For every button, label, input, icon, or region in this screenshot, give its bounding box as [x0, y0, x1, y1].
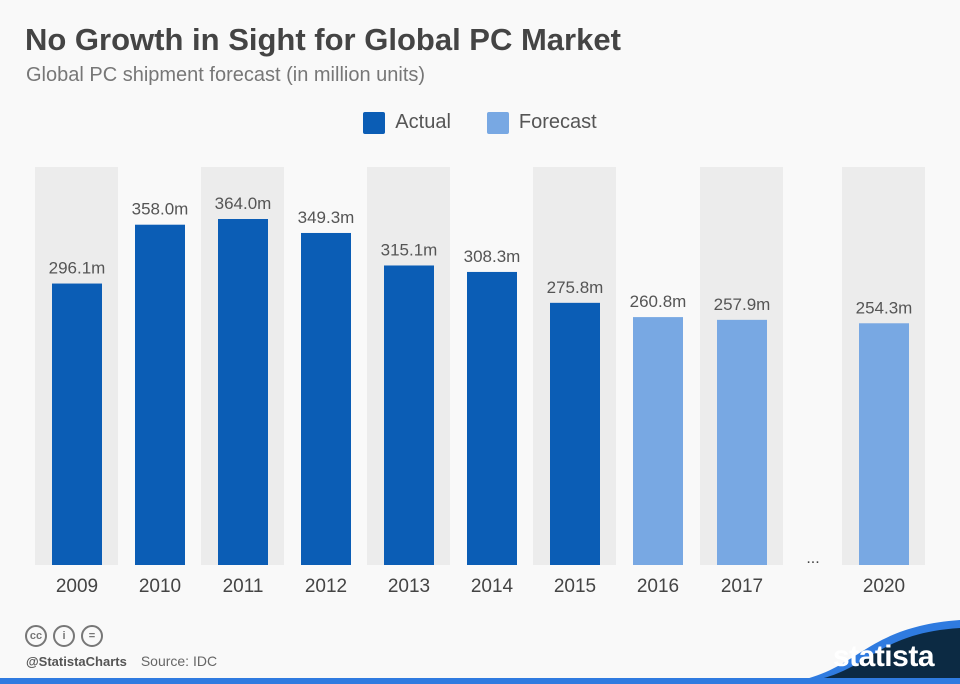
bar-2012 [301, 232, 351, 565]
statista-handle: @StatistaCharts [26, 654, 127, 669]
data-label-2013: 315.1m [381, 240, 438, 259]
nd-icon: = [81, 625, 103, 647]
bar-2013 [384, 265, 434, 565]
data-label-2010: 358.0m [132, 200, 189, 219]
axis-gap-label: ... [806, 550, 819, 567]
legend-label-actual: Actual [395, 111, 451, 133]
footer-wave [775, 628, 960, 684]
x-tick-2011: 2011 [223, 576, 264, 597]
chart-subtitle: Global PC shipment forecast (in million … [26, 64, 426, 86]
source: Source: IDC [140, 653, 218, 669]
legend-swatch-forecast [486, 111, 509, 134]
x-tick-2013: 2013 [388, 576, 430, 597]
x-tick-2012: 2012 [305, 576, 347, 597]
data-label-2020: 254.3m [856, 298, 913, 317]
legend-swatch-actual [363, 111, 386, 134]
legend: Actual Forecast [0, 111, 960, 134]
legend-label-forecast: Forecast [518, 111, 597, 133]
statista-logo: statista [832, 640, 935, 673]
by-icon: i [53, 625, 75, 647]
x-tick-2020: 2020 [863, 576, 905, 597]
bar-2010 [135, 224, 185, 565]
legend-item-forecast: Forecast [486, 111, 597, 134]
license-icons: cc i = [25, 625, 103, 647]
data-label-2016: 260.8m [630, 292, 687, 311]
footer-bar [0, 678, 960, 684]
bar-2015 [550, 302, 600, 565]
data-label-2012: 349.3m [298, 208, 355, 227]
bar-2017 [717, 319, 767, 565]
x-tick-2010: 2010 [139, 576, 181, 597]
x-tick-2015: 2015 [554, 576, 596, 597]
bar-2014 [467, 271, 517, 565]
x-tick-2016: 2016 [637, 576, 679, 597]
data-label-2011: 364.0m [215, 194, 272, 213]
x-tick-2017: 2017 [721, 576, 763, 597]
x-tick-2009: 2009 [56, 576, 98, 597]
legend-item-actual: Actual [363, 111, 451, 134]
data-label-2017: 257.9m [714, 295, 771, 314]
x-tick-2014: 2014 [471, 576, 514, 597]
bar-2020 [859, 323, 909, 565]
data-label-2009: 296.1m [49, 259, 106, 278]
data-label-2014: 308.3m [464, 247, 521, 266]
bar-2011 [218, 219, 268, 565]
data-label-2015: 275.8m [547, 278, 604, 297]
cc-icon: cc [25, 625, 47, 647]
chart-title: No Growth in Sight for Global PC Market [25, 22, 621, 57]
bar-2016 [633, 317, 683, 565]
bar-2009 [52, 283, 102, 565]
footer-text: @StatistaCharts Source: IDC [26, 653, 217, 669]
